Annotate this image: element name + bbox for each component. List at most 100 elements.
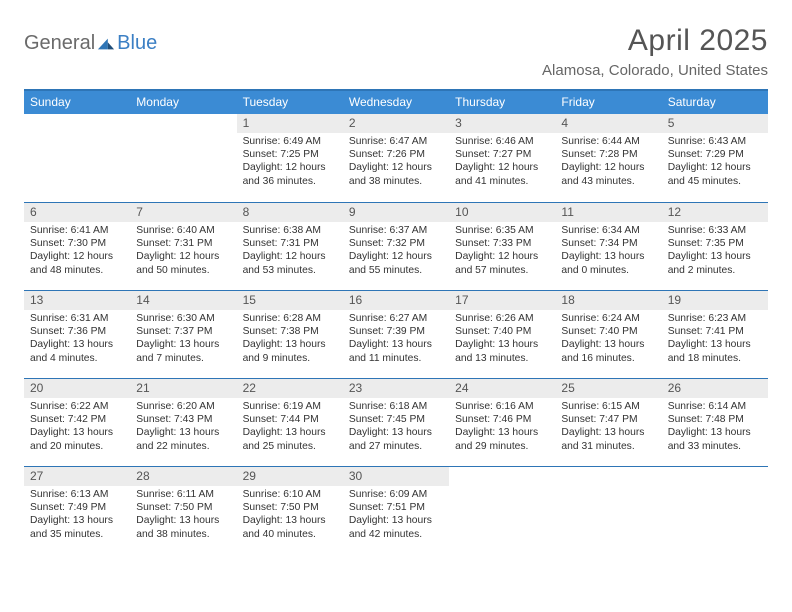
day-number: 25 [555, 379, 661, 398]
day-number: 18 [555, 291, 661, 310]
day-details: Sunrise: 6:35 AMSunset: 7:33 PMDaylight:… [449, 222, 555, 281]
sunset-line: Sunset: 7:25 PM [243, 148, 337, 161]
daylight-line-2: and 13 minutes. [455, 352, 549, 365]
weekday-header: Wednesday [343, 91, 449, 114]
calendar-cell: 19Sunrise: 6:23 AMSunset: 7:41 PMDayligh… [662, 290, 768, 378]
daylight-line-1: Daylight: 13 hours [668, 426, 762, 439]
daylight-line-2: and 57 minutes. [455, 264, 549, 277]
brand-logo: General Blue [24, 24, 157, 55]
day-number: 8 [237, 203, 343, 222]
weekday-header: Tuesday [237, 91, 343, 114]
day-number: 13 [24, 291, 130, 310]
header-row: General Blue April 2025 Alamosa, Colorad… [24, 24, 768, 79]
sunset-line: Sunset: 7:27 PM [455, 148, 549, 161]
sunrise-line: Sunrise: 6:31 AM [30, 312, 124, 325]
calendar-cell: 18Sunrise: 6:24 AMSunset: 7:40 PMDayligh… [555, 290, 661, 378]
calendar: SundayMondayTuesdayWednesdayThursdayFrid… [24, 89, 768, 554]
daylight-line-2: and 48 minutes. [30, 264, 124, 277]
day-number: 17 [449, 291, 555, 310]
sunset-line: Sunset: 7:46 PM [455, 413, 549, 426]
day-details: Sunrise: 6:33 AMSunset: 7:35 PMDaylight:… [662, 222, 768, 281]
sunrise-line: Sunrise: 6:30 AM [136, 312, 230, 325]
day-number: 7 [130, 203, 236, 222]
day-number: 11 [555, 203, 661, 222]
daylight-line-1: Daylight: 13 hours [349, 338, 443, 351]
day-details: Sunrise: 6:28 AMSunset: 7:38 PMDaylight:… [237, 310, 343, 369]
calendar-cell: 3Sunrise: 6:46 AMSunset: 7:27 PMDaylight… [449, 114, 555, 202]
day-details: Sunrise: 6:23 AMSunset: 7:41 PMDaylight:… [662, 310, 768, 369]
daylight-line-2: and 33 minutes. [668, 440, 762, 453]
day-details: Sunrise: 6:11 AMSunset: 7:50 PMDaylight:… [130, 486, 236, 545]
weekday-header: Monday [130, 91, 236, 114]
sunset-line: Sunset: 7:39 PM [349, 325, 443, 338]
daylight-line-1: Daylight: 13 hours [561, 426, 655, 439]
day-number: 15 [237, 291, 343, 310]
daylight-line-2: and 9 minutes. [243, 352, 337, 365]
calendar-cell [449, 466, 555, 554]
day-number: 30 [343, 467, 449, 486]
brand-word-1: General [24, 32, 95, 55]
daylight-line-2: and 11 minutes. [349, 352, 443, 365]
sunrise-line: Sunrise: 6:10 AM [243, 488, 337, 501]
sunrise-line: Sunrise: 6:49 AM [243, 135, 337, 148]
weekday-header: Thursday [449, 91, 555, 114]
daylight-line-1: Daylight: 13 hours [30, 338, 124, 351]
day-details: Sunrise: 6:40 AMSunset: 7:31 PMDaylight:… [130, 222, 236, 281]
day-details: Sunrise: 6:26 AMSunset: 7:40 PMDaylight:… [449, 310, 555, 369]
daylight-line-2: and 25 minutes. [243, 440, 337, 453]
day-number: 26 [662, 379, 768, 398]
weekday-header: Sunday [24, 91, 130, 114]
calendar-cell: 17Sunrise: 6:26 AMSunset: 7:40 PMDayligh… [449, 290, 555, 378]
sunset-line: Sunset: 7:50 PM [243, 501, 337, 514]
calendar-cell: 30Sunrise: 6:09 AMSunset: 7:51 PMDayligh… [343, 466, 449, 554]
sunset-line: Sunset: 7:42 PM [30, 413, 124, 426]
day-details: Sunrise: 6:49 AMSunset: 7:25 PMDaylight:… [237, 133, 343, 192]
daylight-line-1: Daylight: 13 hours [30, 426, 124, 439]
sunrise-line: Sunrise: 6:15 AM [561, 400, 655, 413]
day-number: 9 [343, 203, 449, 222]
sunset-line: Sunset: 7:37 PM [136, 325, 230, 338]
calendar-cell: 7Sunrise: 6:40 AMSunset: 7:31 PMDaylight… [130, 202, 236, 290]
calendar-cell: 8Sunrise: 6:38 AMSunset: 7:31 PMDaylight… [237, 202, 343, 290]
sunrise-line: Sunrise: 6:23 AM [668, 312, 762, 325]
day-number: 27 [24, 467, 130, 486]
day-number: 19 [662, 291, 768, 310]
weekday-header: Friday [555, 91, 661, 114]
calendar-cell: 25Sunrise: 6:15 AMSunset: 7:47 PMDayligh… [555, 378, 661, 466]
daylight-line-1: Daylight: 13 hours [561, 338, 655, 351]
calendar-cell [130, 114, 236, 202]
sunset-line: Sunset: 7:47 PM [561, 413, 655, 426]
calendar-cell: 11Sunrise: 6:34 AMSunset: 7:34 PMDayligh… [555, 202, 661, 290]
daylight-line-1: Daylight: 12 hours [243, 250, 337, 263]
calendar-cell: 5Sunrise: 6:43 AMSunset: 7:29 PMDaylight… [662, 114, 768, 202]
sunrise-line: Sunrise: 6:09 AM [349, 488, 443, 501]
sunrise-line: Sunrise: 6:13 AM [30, 488, 124, 501]
sunrise-line: Sunrise: 6:40 AM [136, 224, 230, 237]
daylight-line-1: Daylight: 12 hours [30, 250, 124, 263]
day-number: 6 [24, 203, 130, 222]
location-text: Alamosa, Colorado, United States [542, 62, 768, 79]
brand-sail-icon [97, 37, 115, 51]
day-details: Sunrise: 6:46 AMSunset: 7:27 PMDaylight:… [449, 133, 555, 192]
sunset-line: Sunset: 7:28 PM [561, 148, 655, 161]
calendar-cell: 4Sunrise: 6:44 AMSunset: 7:28 PMDaylight… [555, 114, 661, 202]
daylight-line-1: Daylight: 12 hours [455, 161, 549, 174]
brand-word-2: Blue [117, 32, 157, 55]
calendar-cell: 27Sunrise: 6:13 AMSunset: 7:49 PMDayligh… [24, 466, 130, 554]
sunrise-line: Sunrise: 6:41 AM [30, 224, 124, 237]
sunrise-line: Sunrise: 6:14 AM [668, 400, 762, 413]
calendar-cell [662, 466, 768, 554]
day-details: Sunrise: 6:15 AMSunset: 7:47 PMDaylight:… [555, 398, 661, 457]
day-details: Sunrise: 6:27 AMSunset: 7:39 PMDaylight:… [343, 310, 449, 369]
daylight-line-2: and 7 minutes. [136, 352, 230, 365]
day-number: 16 [343, 291, 449, 310]
calendar-cell: 20Sunrise: 6:22 AMSunset: 7:42 PMDayligh… [24, 378, 130, 466]
daylight-line-1: Daylight: 13 hours [243, 338, 337, 351]
calendar-cell: 29Sunrise: 6:10 AMSunset: 7:50 PMDayligh… [237, 466, 343, 554]
calendar-cell [24, 114, 130, 202]
calendar-cell: 1Sunrise: 6:49 AMSunset: 7:25 PMDaylight… [237, 114, 343, 202]
day-number: 4 [555, 114, 661, 133]
daylight-line-1: Daylight: 13 hours [349, 426, 443, 439]
day-number: 14 [130, 291, 236, 310]
day-details: Sunrise: 6:14 AMSunset: 7:48 PMDaylight:… [662, 398, 768, 457]
